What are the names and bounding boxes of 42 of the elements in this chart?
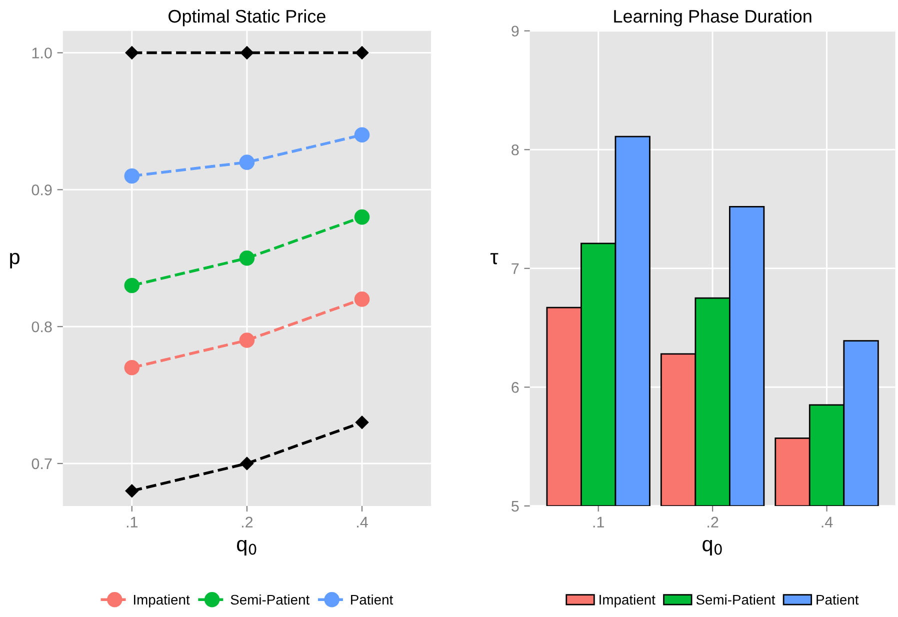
point xyxy=(354,209,370,225)
x-tick-label: .1 xyxy=(126,516,138,528)
point xyxy=(240,46,254,60)
y-tick-label: 1.0 xyxy=(32,48,52,58)
point xyxy=(124,360,140,376)
y-tick-label: 7 xyxy=(512,263,519,274)
point xyxy=(239,332,255,348)
chart-title: Learning Phase Duration xyxy=(614,9,812,26)
y-tick-label: 8 xyxy=(512,144,519,156)
point xyxy=(124,278,140,294)
x-tick-label: .2 xyxy=(242,516,253,528)
y-tick-label: 9 xyxy=(512,26,519,37)
legend-label: Semi-Patient xyxy=(230,594,310,605)
y-tick-label: 5 xyxy=(512,500,519,512)
x-tick-label: .4 xyxy=(822,516,833,528)
point xyxy=(354,292,370,307)
legend-label: Patient xyxy=(816,594,859,605)
y-tick-label: 0.9 xyxy=(32,184,52,196)
point xyxy=(240,456,254,470)
point xyxy=(354,127,370,143)
x-tick-label: .2 xyxy=(708,516,718,528)
y-axis-title: τ xyxy=(490,253,498,264)
y-axis-title: p xyxy=(10,252,20,268)
point xyxy=(355,416,369,430)
point xyxy=(239,154,255,170)
legend-label: Impatient xyxy=(134,594,190,608)
x-tick-label: .4 xyxy=(357,516,368,528)
legend-label: Semi-Patient xyxy=(696,594,776,605)
x-axis-title: q$_{0}$ xyxy=(236,540,256,556)
point xyxy=(239,250,255,266)
chart-title: Optimal Static Price xyxy=(168,9,326,26)
x-tick-label: .1 xyxy=(593,516,604,528)
x-axis-title: q$_{0}$ xyxy=(702,540,722,556)
point xyxy=(355,46,369,60)
point xyxy=(125,46,138,60)
point xyxy=(124,168,140,184)
point xyxy=(125,484,138,498)
y-tick-label: 0.8 xyxy=(32,321,52,332)
y-tick-label: 0.7 xyxy=(32,458,52,470)
legend-label: Patient xyxy=(351,594,394,605)
legend-label: Impatient xyxy=(600,594,656,608)
y-tick-label: 6 xyxy=(512,382,519,393)
